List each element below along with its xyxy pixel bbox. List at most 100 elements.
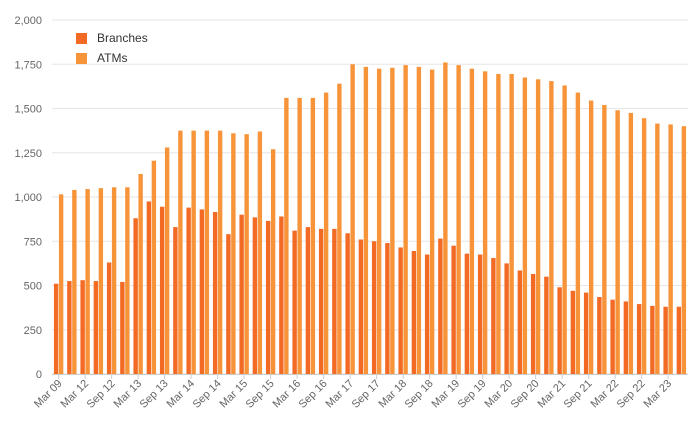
bar-branches (570, 290, 576, 374)
bar-atms (429, 69, 435, 374)
x-tick-label: Mar 17 (324, 378, 357, 411)
bar-atms (151, 160, 157, 374)
bar-branches (332, 228, 337, 374)
y-tick-label: 0 (36, 369, 42, 381)
bar-branches (80, 280, 85, 374)
bar-atms (575, 92, 581, 374)
bar-atms (58, 194, 64, 374)
bar-atms (496, 73, 501, 375)
legend-label-branches: Branches (97, 31, 148, 45)
bar-branches (120, 281, 125, 374)
bar-branches (676, 306, 682, 374)
bar-branches (252, 217, 258, 374)
bar-branches (530, 274, 536, 374)
x-tick-label: Sep 20 (509, 378, 542, 411)
bar-atms (231, 133, 236, 374)
bar-atms (443, 62, 448, 374)
bar-atms (98, 188, 104, 374)
bar-branches (239, 214, 244, 374)
bar-atms (588, 100, 594, 374)
bar-branches (93, 281, 99, 374)
bar-atms (363, 66, 369, 375)
bar-atms (217, 130, 223, 375)
bar-branches (438, 238, 443, 374)
bar-atms (655, 123, 660, 374)
legend: Branches ATMs (76, 28, 148, 68)
bar-atms (284, 97, 289, 374)
bar-branches (371, 241, 377, 374)
x-tick-label: Sep 16 (297, 378, 330, 411)
bar-atms (270, 149, 276, 374)
bar-atms (164, 147, 170, 374)
bar-branches (67, 281, 72, 374)
x-tick-label: Sep 13 (138, 378, 171, 411)
bar-branches (544, 276, 549, 374)
bar-atms (390, 67, 395, 374)
bar-branches (650, 305, 655, 374)
bar-atms (376, 68, 382, 375)
bar-atms (615, 110, 620, 375)
bar-atms (85, 189, 90, 374)
bar-branches (517, 270, 523, 374)
bar-branches (212, 212, 218, 374)
bar-branches (265, 220, 271, 374)
y-tick-label: 500 (24, 281, 42, 293)
bar-branches (477, 254, 483, 374)
bar-branches (279, 216, 284, 374)
bar-branches (411, 250, 417, 374)
bar-atms (310, 97, 316, 374)
x-tick-label: Mar 12 (59, 378, 92, 411)
legend-item-atms[interactable]: ATMs (76, 48, 148, 68)
y-tick-label: 1,750 (14, 59, 42, 71)
bar-branches (133, 218, 138, 374)
bar-branches (199, 209, 205, 374)
bar-atms (482, 71, 488, 374)
x-tick-label: Sep 14 (191, 378, 224, 411)
bar-branches (358, 239, 364, 374)
bar-atms (323, 92, 329, 374)
x-tick-label: Mar 15 (218, 378, 251, 411)
bar-branches (345, 233, 350, 374)
x-tick-label: Sep 19 (456, 378, 489, 411)
bar-atms (562, 85, 567, 375)
y-tick-label: 2,000 (14, 15, 42, 27)
bar-branches (610, 299, 615, 374)
bar-branches (557, 287, 562, 374)
bar-branches (623, 301, 629, 374)
bar-atms (522, 77, 528, 375)
x-tick-label: Sep 18 (403, 378, 436, 411)
bar-atms (204, 130, 210, 375)
bar-atms (125, 187, 130, 374)
legend-label-atms: ATMs (97, 51, 128, 65)
bar-branches (318, 228, 324, 374)
x-tick-label: Sep 12 (85, 378, 118, 411)
bar-atms (535, 79, 541, 375)
bar-atms (72, 189, 77, 374)
y-tick-label: 750 (24, 236, 42, 248)
bar-atms (456, 65, 461, 374)
bar-atms (244, 134, 249, 374)
x-tick-label: Mar 09 (32, 378, 65, 411)
legend-item-branches[interactable]: Branches (76, 28, 148, 48)
bar-branches (159, 206, 165, 374)
bar-atms (138, 173, 143, 374)
x-tick-label: Mar 14 (165, 378, 198, 411)
x-tick-label: Mar 16 (271, 378, 304, 411)
x-tick-label: Mar 23 (642, 378, 675, 411)
bar-branches (146, 201, 152, 374)
x-tick-label: Sep 21 (562, 378, 595, 411)
bar-branches (597, 297, 602, 374)
bar-branches (636, 304, 642, 374)
bar-branches (398, 247, 403, 374)
bar-branches (292, 230, 297, 374)
x-tick-label: Mar 19 (430, 378, 463, 411)
bar-branches (305, 227, 311, 374)
bar-branches (226, 234, 231, 374)
x-tick-label: Sep 22 (615, 378, 648, 411)
bar-branches (663, 306, 668, 374)
x-tick-label: Mar 20 (483, 378, 516, 411)
bar-atms (628, 112, 634, 375)
